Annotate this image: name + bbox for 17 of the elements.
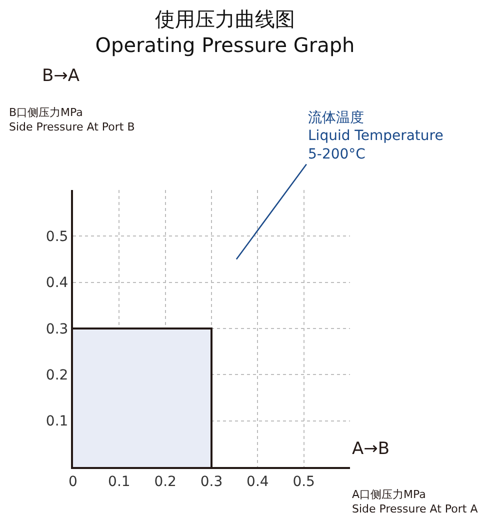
x-tick-label: 0.1 [108, 474, 130, 490]
y-tick-label: 0.4 [46, 275, 68, 292]
x-tick-label: 0.4 [246, 474, 269, 490]
x-tick-label: 0.3 [200, 474, 223, 490]
text: A→B [352, 439, 390, 459]
x-tick-label: 0 [68, 474, 78, 490]
text: B口侧压力MPa Side Pressure At Port B [9, 106, 135, 134]
chart-title: 使用压力曲线图 Operating Pressure Graph [95, 7, 355, 58]
y-tick-label: 0.2 [46, 368, 68, 384]
y-tick-label: 0.1 [46, 414, 68, 430]
x-axis-title: A口侧压力MPa Side Pressure At Port A [352, 488, 478, 516]
x-tick-label: 0.2 [154, 474, 176, 490]
text: B→A [42, 66, 80, 86]
y-tick-label: 0.3 [46, 321, 68, 338]
text: 流体温度 Liquid Temperature 5-200°C [308, 110, 444, 162]
x-tick-label: 0.5 [292, 474, 315, 490]
y-tick-label: 0.5 [46, 229, 68, 246]
